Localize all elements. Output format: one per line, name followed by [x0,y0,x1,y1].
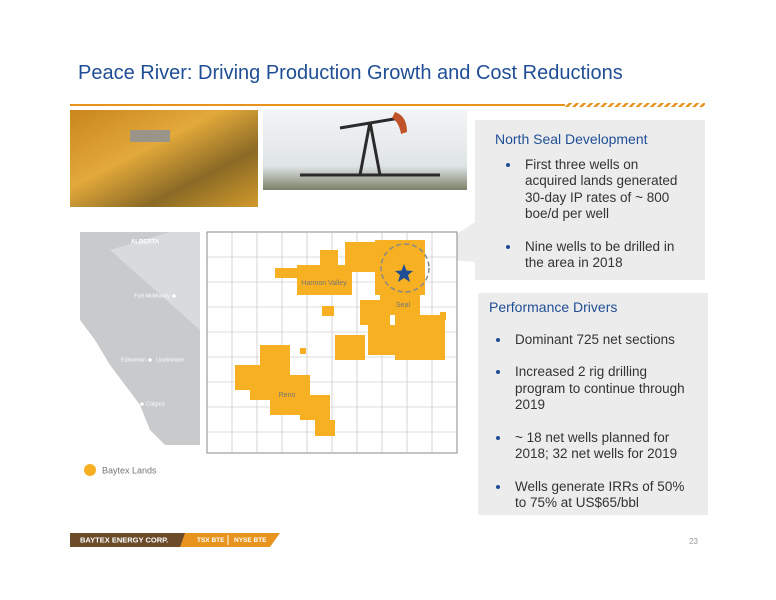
photo-forest [70,110,258,207]
star-marker [395,264,413,282]
footer-tsx: TSX BTE [197,537,225,544]
area-label: Seal [396,302,410,309]
bullet-list: Dominant 725 net sections Increased 2 ri… [489,332,698,512]
legend-swatch [84,464,96,476]
footer-company: BAYTEX ENERGY CORP. [80,535,168,544]
city-label: Edmonton [121,357,146,363]
bullet: Nine wells to be drilled in the area in … [521,239,693,272]
city-dot [148,358,152,362]
photo-facility [130,130,170,142]
bullet: First three wells on acquired lands gene… [521,157,693,223]
north-seal-box-bg [475,120,705,280]
title-rule-hatch [565,103,705,107]
area-label: Reno [279,392,296,399]
bullet: Dominant 725 net sections [511,332,698,349]
bullet: Wells generate IRRs of 50% to 75% at US$… [511,479,698,512]
baytex-lands [235,240,446,436]
legend-label: Baytex Lands [102,465,157,475]
footer-nyse: NYSE BTE [234,537,267,544]
performance-box: Performance Drivers Dominant 725 net sec… [478,293,708,515]
box-heading: Performance Drivers [489,299,618,315]
alberta-highlight [110,232,200,330]
area-label: Harmon Valley [301,280,347,287]
bullet: Increased 2 rig drilling program to cont… [511,364,698,414]
province-label: ALBERTA [131,240,160,246]
page-number: 23 [689,537,698,546]
city-label: Calgary [146,401,165,407]
highlight-circle [380,243,430,293]
city-dot [172,294,176,298]
slide-title: Peace River: Driving Production Growth a… [78,62,623,84]
city-label: Fort McMurray [134,293,170,299]
pumpjack-head [392,112,407,134]
north-seal-box: North Seal Development First three wells… [475,120,705,280]
bullet-list: First three wells on acquired lands gene… [495,157,693,272]
footer-bar-dark [70,533,185,547]
city-label: Lloydminster [156,357,185,363]
bullet: ~ 18 net wells planned for 2018; 32 net … [511,430,698,463]
city-dot [140,402,144,406]
pumpjack-icon [300,116,440,177]
box-heading: North Seal Development [495,131,648,147]
